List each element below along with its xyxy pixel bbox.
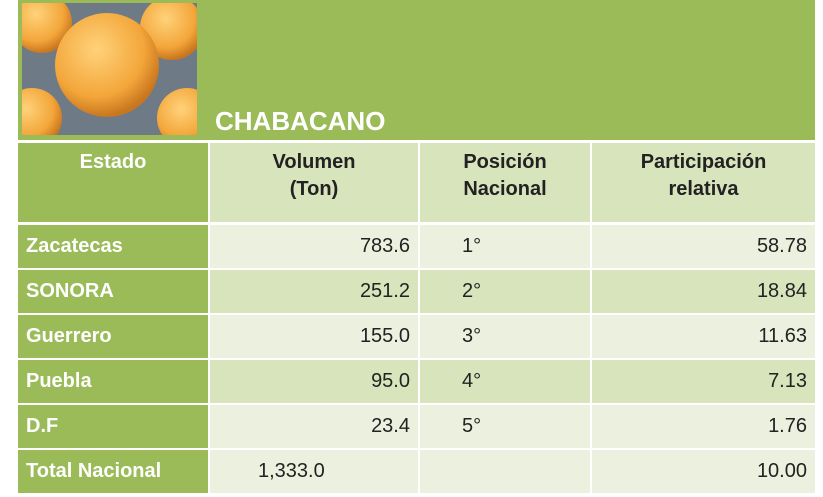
cell-text: 18.84 (757, 280, 807, 303)
cell-text: SONORA (26, 280, 114, 303)
data-cell: 1,333.0 (210, 450, 418, 493)
data-cell: 251.2 (210, 270, 418, 313)
data-cell: 23.4 (210, 405, 418, 448)
row-label: Guerrero (18, 315, 208, 358)
header-text: Volumen (218, 149, 410, 176)
cell-text: 155.0 (360, 325, 410, 348)
data-cell: 7.13 (592, 360, 815, 403)
data-cell (420, 450, 590, 493)
cell-text: 783.6 (360, 235, 410, 258)
cell-text: 1.76 (768, 415, 807, 438)
cell-text: 5° (462, 415, 481, 438)
data-cell: 783.6 (210, 225, 418, 268)
cell-text: Total Nacional (26, 460, 161, 483)
header-text: relativa (600, 176, 807, 203)
column-header: Estado (18, 143, 208, 222)
data-cell: 155.0 (210, 315, 418, 358)
cell-text: D.F (26, 415, 58, 438)
cell-text: 2° (462, 280, 481, 303)
header-text: (Ton) (218, 176, 410, 203)
header-text: Posición (428, 149, 582, 176)
data-cell: 2° (420, 270, 590, 313)
cell-text: 7.13 (768, 370, 807, 393)
data-cell: 1° (420, 225, 590, 268)
cell-text: 10.00 (757, 460, 807, 483)
row-label: Zacatecas (18, 225, 208, 268)
header-text: Estado (26, 149, 200, 176)
cell-text: 58.78 (757, 235, 807, 258)
header-text: Nacional (428, 176, 582, 203)
cell-text: 1° (462, 235, 481, 258)
column-header: Volumen(Ton) (210, 143, 418, 222)
cell-text: 251.2 (360, 280, 410, 303)
page: CHABACANO EstadoVolumen(Ton)PosiciónNaci… (0, 0, 823, 497)
apricot-photo (22, 3, 197, 135)
data-cell: 18.84 (592, 270, 815, 313)
header-text: Participación (600, 149, 807, 176)
cell-text: 11.63 (758, 325, 807, 348)
row-label: Total Nacional (18, 450, 208, 493)
cell-text: 23.4 (371, 415, 410, 438)
cell-text: Puebla (26, 370, 92, 393)
data-cell: 5° (420, 405, 590, 448)
cell-text: Guerrero (26, 325, 112, 348)
data-cell: 1.76 (592, 405, 815, 448)
data-cell: 10.00 (592, 450, 815, 493)
data-cell: 3° (420, 315, 590, 358)
data-cell: 95.0 (210, 360, 418, 403)
row-label: SONORA (18, 270, 208, 313)
cell-text: 1,333.0 (218, 460, 325, 483)
cell-text: 95.0 (371, 370, 410, 393)
data-cell: 11.63 (592, 315, 815, 358)
row-label: Puebla (18, 360, 208, 403)
data-cell: 58.78 (592, 225, 815, 268)
cell-text: Zacatecas (26, 235, 123, 258)
title: CHABACANO (215, 106, 385, 137)
cell-text: 3° (462, 325, 481, 348)
row-label: D.F (18, 405, 208, 448)
cell-text: 4° (462, 370, 481, 393)
data-cell: 4° (420, 360, 590, 403)
